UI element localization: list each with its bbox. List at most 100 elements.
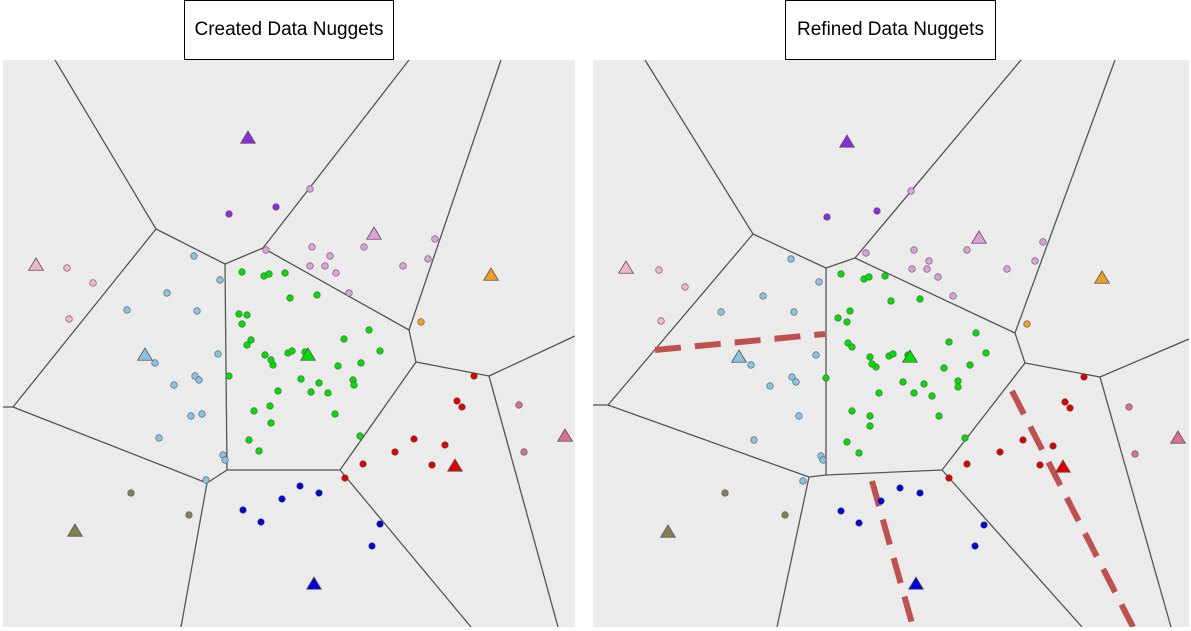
green-nugget-dot xyxy=(243,311,251,319)
lilac-nugget-dot xyxy=(1031,257,1039,265)
voronoi-boundary xyxy=(206,469,228,484)
voronoi-boundary xyxy=(941,362,1026,471)
voronoi-boundary xyxy=(488,375,559,627)
orange-nugget-dot xyxy=(417,318,425,326)
purple-centroid-triangle xyxy=(838,134,856,148)
light-blue-nugget-dot xyxy=(202,476,210,484)
green-nugget-dot xyxy=(866,422,874,430)
voronoi-boundary xyxy=(1024,362,1101,378)
voronoi-boundary xyxy=(1014,332,1026,364)
green-nugget-dot xyxy=(940,364,948,372)
green-nugget-dot xyxy=(350,381,358,389)
purple-centroid-triangle xyxy=(239,130,257,144)
voronoi-boundary xyxy=(408,60,502,331)
green-nugget-dot xyxy=(238,320,246,328)
rose-nugget-dot xyxy=(520,448,528,456)
lilac-nugget-dot xyxy=(862,249,870,257)
olive-centroid-triangle xyxy=(66,523,84,537)
orange-centroid-triangle xyxy=(482,267,500,281)
voronoi-boundary xyxy=(607,404,810,478)
rose-nugget-dot xyxy=(515,401,523,409)
light-blue-nugget-dot xyxy=(790,308,798,316)
lilac-nugget-dot xyxy=(332,269,340,277)
green-nugget-dot xyxy=(865,273,873,281)
refinement-dashed-line xyxy=(654,331,826,353)
orange-nugget-dot xyxy=(1023,320,1031,328)
pink-centroid-triangle xyxy=(617,260,635,274)
voronoi-boundary xyxy=(262,60,410,249)
voronoi-boundary xyxy=(262,247,410,331)
blue-nugget-dot xyxy=(376,520,384,528)
red-nugget-dot xyxy=(359,460,367,468)
green-nugget-dot xyxy=(235,310,243,318)
green-nugget-dot xyxy=(899,378,907,386)
voronoi-boundary xyxy=(644,60,754,235)
lilac-nugget-dot xyxy=(399,262,407,270)
green-nugget-dot xyxy=(238,268,246,276)
green-nugget-dot xyxy=(307,388,315,396)
voronoi-boundary xyxy=(415,361,490,377)
green-nugget-dot xyxy=(837,270,845,278)
red-nugget-dot xyxy=(453,397,461,405)
green-nugget-dot xyxy=(881,272,889,280)
green-nugget-dot xyxy=(356,432,364,440)
light-blue-nugget-dot xyxy=(198,410,206,418)
green-nugget-dot xyxy=(966,361,974,369)
green-nugget-dot xyxy=(313,291,321,299)
blue-nugget-dot xyxy=(855,519,863,527)
green-nugget-dot xyxy=(324,389,332,397)
green-nugget-dot xyxy=(916,295,924,303)
green-nugget-dot xyxy=(822,374,830,382)
light-blue-centroid-triangle xyxy=(136,347,154,361)
pink-nugget-dot xyxy=(655,266,663,274)
green-nugget-dot xyxy=(910,389,918,397)
light-blue-nugget-dot xyxy=(214,350,222,358)
voronoi-boundary xyxy=(825,469,943,476)
blue-nugget-dot xyxy=(837,507,845,515)
green-nugget-dot xyxy=(261,351,269,359)
green-nugget-dot xyxy=(245,436,253,444)
orange-centroid-triangle xyxy=(1093,270,1111,284)
light-blue-nugget-dot xyxy=(717,308,725,316)
green-nugget-dot xyxy=(889,350,897,358)
lilac-nugget-dot xyxy=(262,246,270,254)
voronoi-boundary xyxy=(339,469,472,627)
rose-nugget-dot xyxy=(1125,403,1133,411)
lilac-nugget-dot xyxy=(308,243,316,251)
red-nugget-dot xyxy=(391,448,399,456)
voronoi-boundary xyxy=(854,60,1022,259)
blue-nugget-dot xyxy=(257,518,265,526)
voronoi-boundary xyxy=(155,228,226,265)
lilac-nugget-dot xyxy=(1003,265,1011,273)
green-nugget-dot xyxy=(255,447,263,455)
green-nugget-dot xyxy=(843,318,851,326)
green-nugget-dot xyxy=(274,387,282,395)
purple-nugget-dot xyxy=(272,203,280,211)
red-centroid-triangle xyxy=(1054,459,1072,473)
green-centroid-triangle xyxy=(901,349,919,363)
red-centroid-triangle xyxy=(446,458,464,472)
green-nugget-dot xyxy=(267,419,275,427)
green-nugget-dot xyxy=(250,407,258,415)
light-blue-nugget-dot xyxy=(170,381,178,389)
lilac-nugget-dot xyxy=(1039,238,1047,246)
voronoi-boundary xyxy=(941,469,1083,627)
pink-centroid-triangle xyxy=(27,257,45,271)
voronoi-boundary xyxy=(408,329,417,363)
green-nugget-dot xyxy=(920,380,928,388)
pink-nugget-dot xyxy=(63,264,71,272)
olive-nugget-dot xyxy=(185,511,193,519)
green-centroid-triangle xyxy=(299,347,317,361)
light-blue-nugget-dot xyxy=(193,307,201,315)
green-nugget-dot xyxy=(834,314,842,322)
lilac-nugget-dot xyxy=(907,187,915,195)
light-blue-nugget-dot xyxy=(187,412,195,420)
green-nugget-dot xyxy=(846,307,854,315)
olive-nugget-dot xyxy=(127,489,135,497)
lilac-nugget-dot xyxy=(424,255,432,263)
green-nugget-dot xyxy=(848,407,856,415)
green-nugget-dot xyxy=(286,294,294,302)
lilac-nugget-dot xyxy=(934,273,942,281)
rose-centroid-triangle xyxy=(1169,430,1187,444)
light-blue-centroid-triangle xyxy=(730,349,748,363)
